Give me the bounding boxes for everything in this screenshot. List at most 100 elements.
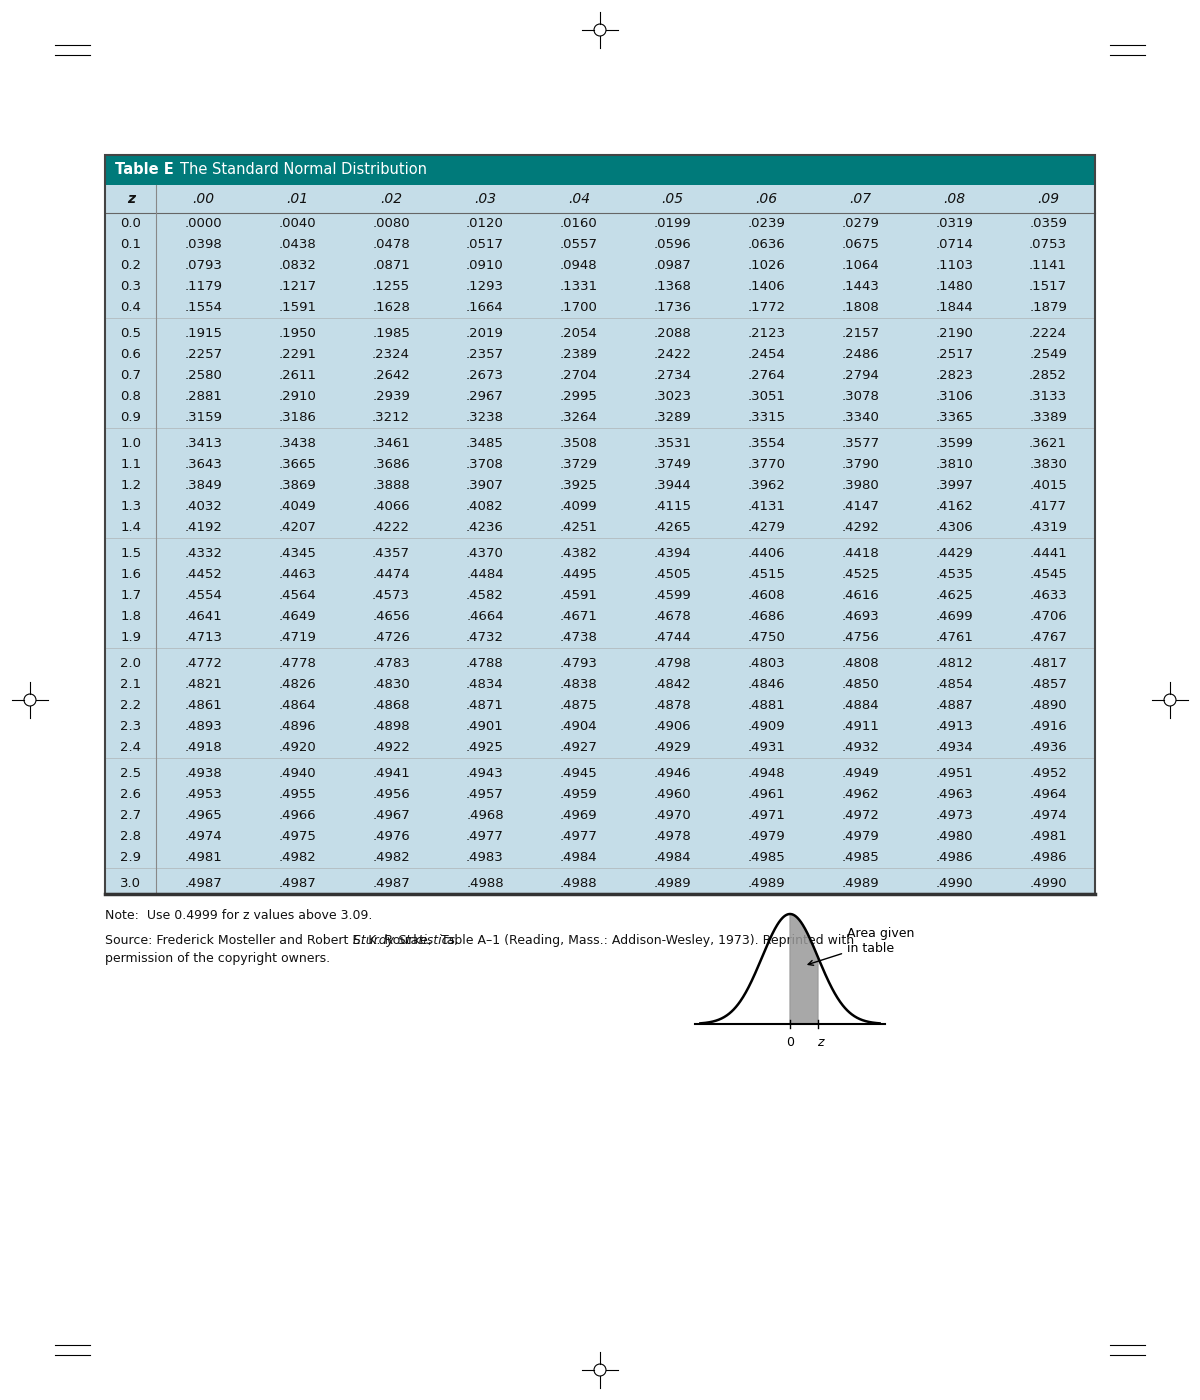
Text: .4920: .4920 (278, 741, 316, 755)
Text: .4956: .4956 (372, 788, 410, 801)
Text: .3508: .3508 (560, 437, 598, 449)
Text: .2190: .2190 (935, 328, 973, 340)
Text: 2.4: 2.4 (120, 741, 142, 755)
Text: .4981: .4981 (1030, 830, 1067, 843)
Text: 0.9: 0.9 (120, 412, 142, 424)
Text: .4986: .4986 (1030, 851, 1067, 864)
Text: Area given
in table: Area given in table (808, 927, 914, 965)
Text: .4938: .4938 (185, 767, 222, 780)
Text: .1517: .1517 (1030, 280, 1067, 293)
Text: .0557: .0557 (560, 238, 598, 251)
Text: .3106: .3106 (935, 391, 973, 403)
Text: .2823: .2823 (935, 370, 973, 382)
Text: z: z (817, 1036, 823, 1049)
Text: .4979: .4979 (748, 830, 785, 843)
Text: 1.2: 1.2 (120, 479, 142, 491)
Polygon shape (790, 914, 818, 1023)
Text: .2881: .2881 (185, 391, 222, 403)
Text: .4969: .4969 (560, 809, 598, 822)
Text: .2157: .2157 (841, 328, 880, 340)
Text: .1368: .1368 (654, 280, 691, 293)
Text: 2.5: 2.5 (120, 767, 142, 780)
Text: .4881: .4881 (748, 699, 785, 713)
Text: .3485: .3485 (466, 437, 504, 449)
Text: .0359: .0359 (1030, 217, 1067, 230)
Text: .4984: .4984 (560, 851, 598, 864)
Text: .4505: .4505 (654, 568, 691, 581)
Text: .3962: .3962 (748, 479, 786, 491)
Text: .4871: .4871 (466, 699, 504, 713)
Text: .3925: .3925 (560, 479, 598, 491)
Text: .3708: .3708 (466, 458, 504, 470)
Text: 2.6: 2.6 (120, 788, 142, 801)
Text: .4633: .4633 (1030, 589, 1067, 602)
Text: Sturdy Statistics,: Sturdy Statistics, (353, 934, 460, 946)
Text: .4967: .4967 (372, 809, 410, 822)
Text: .4982: .4982 (372, 851, 410, 864)
Text: .2794: .2794 (841, 370, 880, 382)
Text: .0675: .0675 (841, 238, 880, 251)
Text: .4370: .4370 (466, 547, 504, 560)
Text: .4778: .4778 (278, 657, 316, 671)
Text: .1664: .1664 (466, 301, 504, 314)
Text: .4332: .4332 (185, 547, 222, 560)
Text: .1406: .1406 (748, 280, 785, 293)
Text: .1141: .1141 (1030, 259, 1067, 272)
Text: .4842: .4842 (654, 678, 691, 692)
Text: .3643: .3643 (185, 458, 222, 470)
Text: .0832: .0832 (278, 259, 316, 272)
Text: .4857: .4857 (1030, 678, 1067, 692)
Text: 2.1: 2.1 (120, 678, 142, 692)
Text: .4968: .4968 (466, 809, 504, 822)
Text: 1.4: 1.4 (120, 521, 142, 533)
Text: .3997: .3997 (935, 479, 973, 491)
Text: .4750: .4750 (748, 631, 786, 644)
Text: 1.6: 1.6 (120, 568, 142, 581)
Text: .4545: .4545 (1030, 568, 1067, 581)
Text: .4861: .4861 (185, 699, 222, 713)
Text: .4896: .4896 (278, 720, 316, 734)
Text: .4957: .4957 (466, 788, 504, 801)
Text: .0279: .0279 (841, 217, 880, 230)
Text: .4909: .4909 (748, 720, 785, 734)
Text: .0438: .0438 (278, 238, 316, 251)
Text: .2967: .2967 (466, 391, 504, 403)
Text: .1628: .1628 (372, 301, 410, 314)
Text: 1.8: 1.8 (120, 610, 142, 623)
Text: .4738: .4738 (560, 631, 598, 644)
Text: .3413: .3413 (185, 437, 222, 449)
Text: .4970: .4970 (654, 809, 691, 822)
Text: .4983: .4983 (466, 851, 504, 864)
Text: .4664: .4664 (466, 610, 504, 623)
Text: .4535: .4535 (935, 568, 973, 581)
Text: .4976: .4976 (372, 830, 410, 843)
Text: .1103: .1103 (935, 259, 973, 272)
Text: .4929: .4929 (654, 741, 691, 755)
Text: .2357: .2357 (466, 349, 504, 361)
Text: .4988: .4988 (466, 876, 504, 890)
Text: Source: Frederick Mosteller and Robert E. K. Rourke,: Source: Frederick Mosteller and Robert E… (106, 934, 436, 946)
Text: .4699: .4699 (936, 610, 973, 623)
Text: .05: .05 (661, 192, 684, 206)
Text: .4932: .4932 (841, 741, 880, 755)
Text: 1.7: 1.7 (120, 589, 142, 602)
Text: .4808: .4808 (841, 657, 880, 671)
Text: .4834: .4834 (466, 678, 504, 692)
Text: .3389: .3389 (1030, 412, 1067, 424)
Text: .3212: .3212 (372, 412, 410, 424)
Text: 0.5: 0.5 (120, 328, 142, 340)
Text: .4783: .4783 (372, 657, 410, 671)
Text: .0793: .0793 (185, 259, 222, 272)
Text: .2995: .2995 (560, 391, 598, 403)
Text: .4927: .4927 (560, 741, 598, 755)
Text: .3888: .3888 (372, 479, 410, 491)
Text: .4406: .4406 (748, 547, 785, 560)
Text: .4686: .4686 (748, 610, 785, 623)
Text: .2939: .2939 (372, 391, 410, 403)
Text: .4292: .4292 (841, 521, 880, 533)
Text: 0.0: 0.0 (120, 217, 142, 230)
Text: .4887: .4887 (935, 699, 973, 713)
Text: .2257: .2257 (185, 349, 222, 361)
Text: .3770: .3770 (748, 458, 786, 470)
Text: .1554: .1554 (185, 301, 222, 314)
